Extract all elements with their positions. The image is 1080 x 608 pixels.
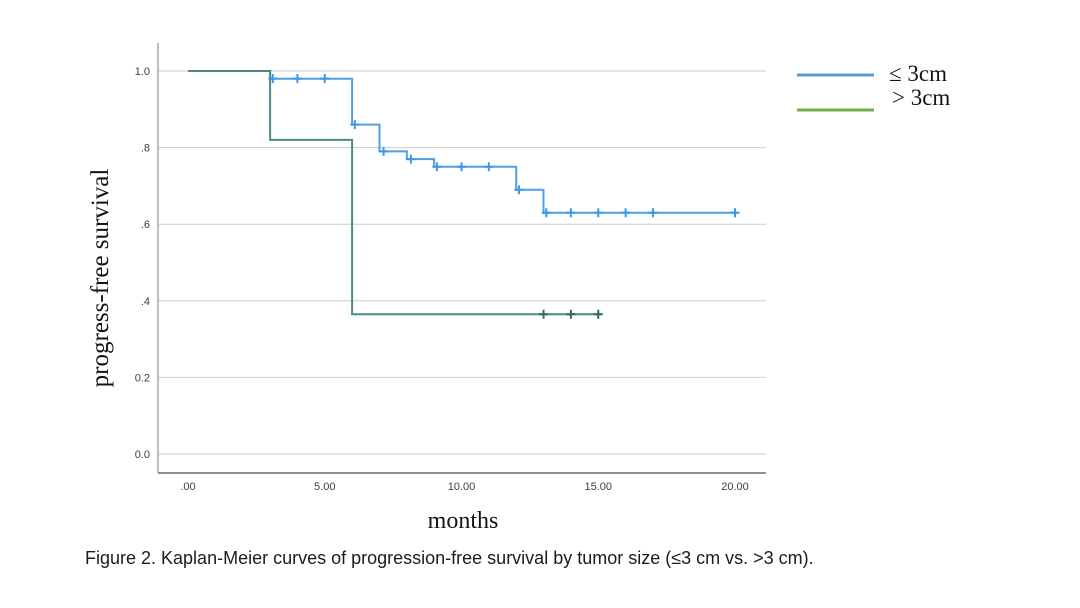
- x-tick-label-.00: .00: [180, 481, 195, 493]
- x-tick-label-20.00: 20.00: [721, 481, 749, 493]
- legend-label-le-3cm: ≤ 3cm: [889, 61, 947, 86]
- survival-curve-gt-3cm: [188, 70, 601, 316]
- censor-mark-le-3cm: [514, 185, 524, 195]
- censor-marks: [268, 74, 740, 319]
- censor-mark-le-3cm: [320, 74, 330, 84]
- censor-mark-le-3cm: [457, 162, 466, 172]
- censor-mark-gt-3cm: [593, 309, 603, 319]
- y-tick-label-1.0: 1.0: [135, 66, 150, 78]
- x-tick-label-5.00: 5.00: [314, 481, 335, 493]
- axes: [157, 43, 766, 474]
- censor-mark-le-3cm: [541, 208, 551, 218]
- x-tick-labels: .00 5.00 10.00 15.00 20.00: [180, 481, 748, 493]
- censor-mark-le-3cm: [593, 208, 603, 218]
- x-axis-label: months: [428, 508, 499, 534]
- x-tick-label-15.00: 15.00: [584, 481, 612, 493]
- survival-curves: [188, 70, 738, 316]
- censor-mark-le-3cm: [292, 74, 302, 84]
- censor-mark-gt-3cm: [539, 309, 549, 319]
- censor-mark-le-3cm: [648, 208, 658, 218]
- x-tick-label-10.00: 10.00: [448, 481, 476, 493]
- y-tick-label-0.2: 0.2: [135, 372, 150, 384]
- y-axis-label: progress-free survival: [87, 169, 114, 388]
- censor-mark-le-3cm: [350, 120, 360, 130]
- censor-mark-le-3cm: [621, 208, 631, 218]
- y-tick-label-.8: .8: [141, 143, 150, 155]
- km-plot-svg: 0.0 0.2 .4 .6 .8 1.0 .00 5.00 10.00 15.00 20.00 ≤…: [87, 43, 950, 534]
- legend-label-gt-3cm: > 3cm: [892, 85, 950, 110]
- y-tick-label-.4: .4: [141, 296, 150, 308]
- censor-mark-gt-3cm: [566, 309, 576, 319]
- censor-mark-le-3cm: [730, 208, 740, 218]
- censor-mark-le-3cm: [379, 146, 389, 156]
- censor-mark-le-3cm: [268, 74, 278, 84]
- censor-mark-le-3cm: [566, 208, 576, 218]
- y-tick-labels: 0.0 0.2 .4 .6 .8 1.0: [135, 66, 150, 461]
- censor-mark-le-3cm: [406, 154, 416, 164]
- censor-mark-le-3cm: [432, 162, 442, 172]
- y-tick-label-0.0: 0.0: [135, 449, 150, 461]
- figure-caption: Figure 2. Kaplan-Meier curves of progres…: [85, 548, 814, 568]
- censor-mark-le-3cm: [484, 162, 494, 172]
- legend: ≤ 3cm > 3cm: [797, 61, 950, 112]
- gridlines: [158, 70, 766, 455]
- y-tick-label-.6: .6: [141, 219, 150, 231]
- survival-curve-le-3cm: [188, 70, 738, 214]
